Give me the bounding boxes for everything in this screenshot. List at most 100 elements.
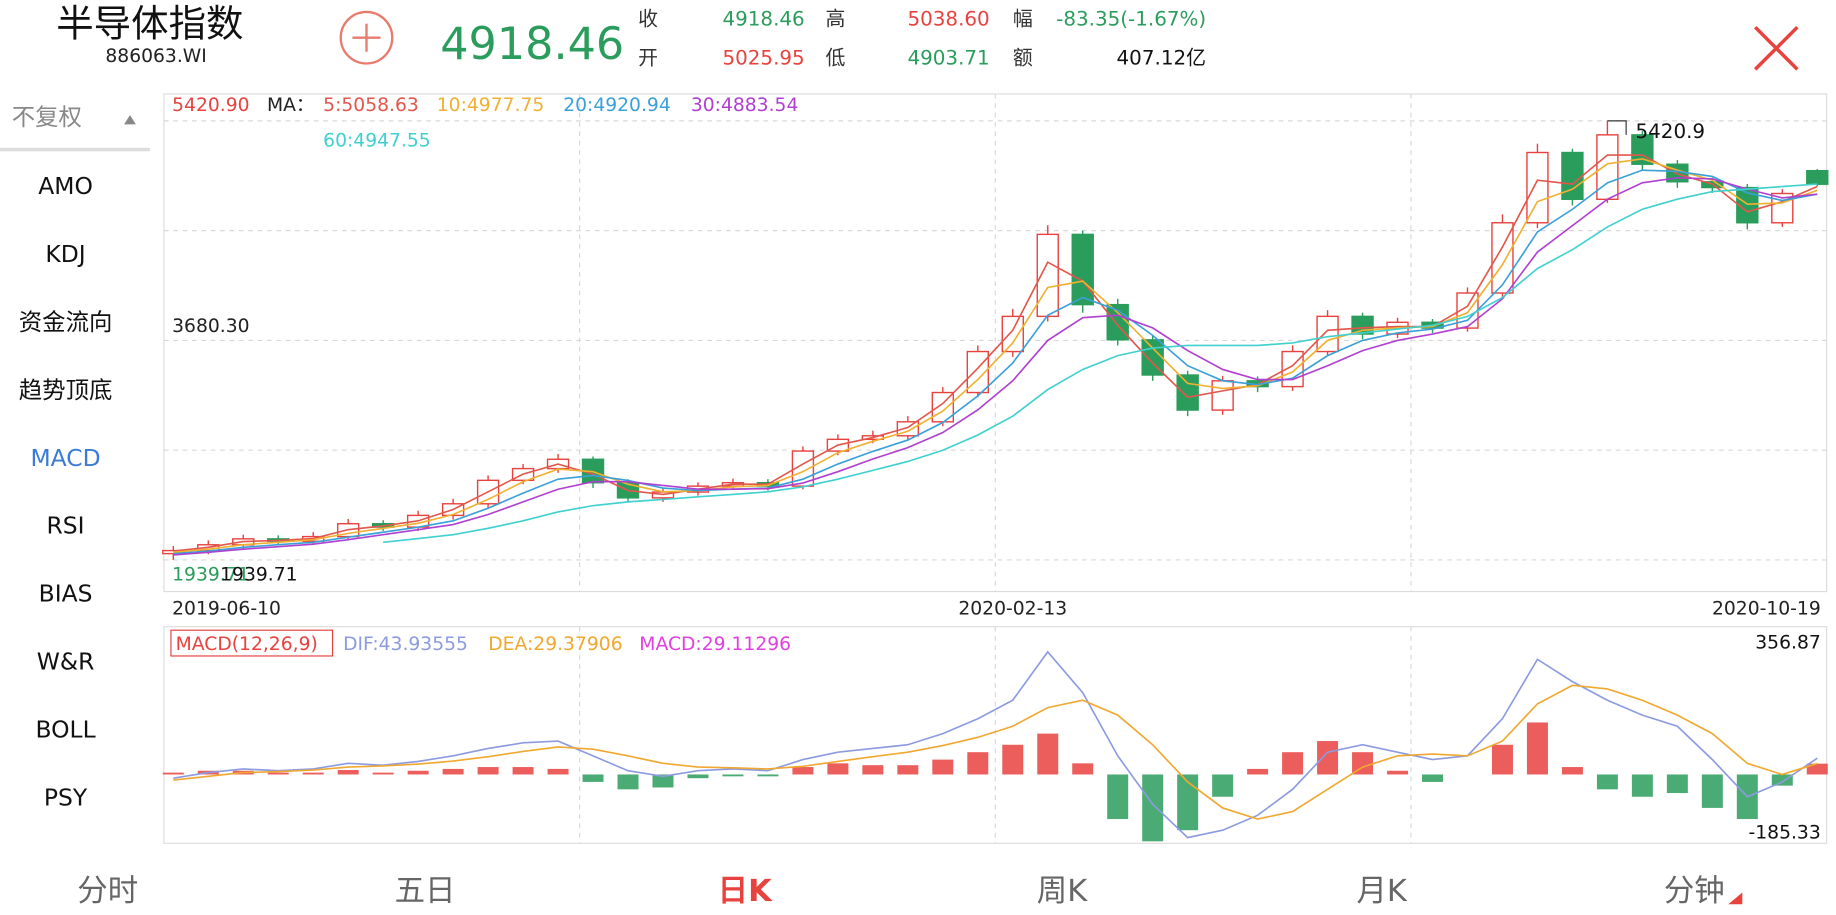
- indicator-line: [173, 176, 1818, 556]
- tab[interactable]: 五日: [395, 874, 456, 909]
- macd-bar: [757, 774, 779, 777]
- y-tick-label: -185.33: [1749, 822, 1821, 843]
- macd-title-box: [170, 629, 334, 657]
- macd-bar: [862, 765, 884, 775]
- macd-bar: [337, 770, 359, 775]
- tab[interactable]: 分时: [77, 874, 138, 909]
- menu-item[interactable]: AMO: [38, 172, 93, 200]
- macd-bar: [652, 774, 674, 788]
- add-circle: [339, 10, 394, 65]
- menu-item[interactable]: W&R: [37, 647, 95, 675]
- macd-bar: [1177, 774, 1199, 831]
- macd-bar: [1561, 767, 1583, 775]
- quote-table: 收 4918.46 高 5038.60 幅 -83.35(-1.67%) 开 5025.95 低…: [638, 8, 1206, 70]
- candle-body: [1211, 380, 1234, 411]
- x-tick-label: 2020-10-19: [1712, 599, 1821, 620]
- legend-item: 20:4920.94: [563, 95, 671, 116]
- macd-bar: [302, 772, 324, 775]
- macd-bar: [1526, 722, 1548, 775]
- annotation-pointer: [1607, 120, 1627, 135]
- candle-body: [1316, 315, 1339, 353]
- legend-item: MACD:29.11296: [639, 634, 791, 655]
- min-annotation: 1939.71: [220, 565, 297, 586]
- quote-label: 额: [1013, 46, 1033, 69]
- candle-body: [1071, 233, 1094, 306]
- indicator-line: [383, 183, 1818, 544]
- macd-bar: [827, 763, 849, 775]
- macd-bar: [722, 774, 744, 777]
- indicator-line: [173, 684, 1818, 820]
- quote-label: 开: [638, 46, 658, 69]
- macd-bar: [1072, 763, 1094, 775]
- close-icon: [1753, 25, 1799, 71]
- macd-bar: [932, 759, 954, 775]
- macd-bar: [162, 772, 184, 775]
- candle-body: [1596, 134, 1619, 201]
- candle-body: [1176, 374, 1199, 411]
- adjust-label: 不复权: [12, 103, 82, 131]
- price: 4918.46: [440, 19, 624, 70]
- macd-bar: [792, 767, 814, 775]
- max-annotation: 5420.9: [1635, 120, 1705, 143]
- legend-item: DIF:43.93555: [343, 634, 468, 655]
- indicator-line: [173, 650, 1818, 839]
- menu-item[interactable]: RSI: [47, 512, 85, 540]
- legend-item: DEA:29.37906: [488, 634, 622, 655]
- menu-item[interactable]: BOLL: [35, 715, 95, 743]
- indicator-line: [173, 157, 1818, 554]
- tab[interactable]: 周K: [1037, 874, 1088, 909]
- menu-item[interactable]: MACD: [30, 444, 100, 472]
- quote-value: 4903.71: [907, 46, 989, 69]
- legend-item: 10:4977.75: [437, 95, 545, 116]
- candle-body: [1001, 315, 1024, 353]
- separator: [0, 147, 150, 152]
- macd-bar: [1212, 774, 1234, 797]
- dropdown-icon: [1728, 892, 1743, 905]
- menu-item[interactable]: PSY: [44, 783, 88, 811]
- macd-bar: [1002, 744, 1024, 775]
- macd-bar: [1142, 774, 1164, 842]
- y-tick-label: 356.87: [1755, 633, 1821, 654]
- x-tick-label: 2019-06-10: [172, 599, 281, 620]
- close-button[interactable]: [1753, 25, 1799, 71]
- macd-bar: [687, 774, 709, 779]
- macd-bar: [1806, 763, 1828, 775]
- macd-bar: [407, 770, 429, 775]
- candle-body: [1736, 186, 1759, 224]
- candle-body: [1631, 134, 1654, 165]
- menu-item[interactable]: KDJ: [45, 240, 85, 268]
- macd-bar: [1596, 774, 1618, 790]
- menu-item[interactable]: BIAS: [39, 580, 93, 608]
- x-tick-label: 2020-02-13: [958, 599, 1067, 620]
- adjust-select[interactable]: 不复权: [12, 103, 136, 131]
- quote-label: 高: [825, 8, 845, 31]
- y-tick-label: 5420.90: [172, 95, 249, 116]
- macd-bar: [1247, 768, 1269, 775]
- indicator-line: [173, 154, 1818, 552]
- candle-body: [1806, 169, 1829, 185]
- plots: 1939.71 3680.30 5420.90 2019-06-10 2020-02-1…: [162, 95, 1829, 843]
- add-button[interactable]: [339, 10, 394, 65]
- macd-bar: [617, 774, 639, 790]
- macd-title: MACD(12,26,9): [176, 634, 318, 655]
- tab[interactable]: 日K: [718, 874, 773, 909]
- candle-body: [1526, 151, 1549, 224]
- y-tick-label: 1939.71: [172, 565, 249, 586]
- macd-bar: [512, 767, 534, 775]
- quote-label: 收: [638, 8, 658, 31]
- macd-bar: [1771, 774, 1793, 786]
- macd-bar: [1491, 744, 1513, 775]
- tab[interactable]: 分钟: [1664, 874, 1725, 909]
- macd-bar: [1387, 770, 1409, 775]
- macd-bar: [1037, 733, 1059, 775]
- period-tabs: 分时 五日 日K 周K 月K 分钟: [77, 874, 1743, 909]
- menu-item[interactable]: 资金流向: [19, 308, 113, 336]
- menu-item[interactable]: 趋势顶底: [19, 376, 113, 404]
- tab[interactable]: 月K: [1356, 874, 1407, 909]
- title: 半导体指数: [56, 2, 243, 46]
- macd-bar: [1282, 752, 1304, 775]
- macd-bar: [1666, 774, 1688, 794]
- legend-item: 5:5058.63: [323, 95, 419, 116]
- quote-value: 5038.60: [907, 8, 989, 31]
